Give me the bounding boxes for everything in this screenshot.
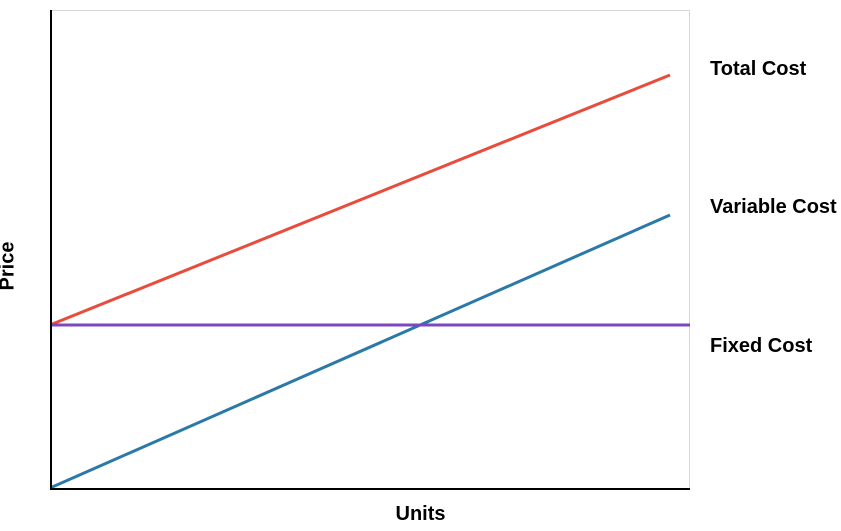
label-variable-cost: Variable Cost [710,196,837,219]
label-total-cost: Total Cost [710,58,806,81]
series-line-variable-cost [50,215,670,488]
label-fixed-cost: Fixed Cost [710,335,812,358]
y-axis-label: Price [0,241,20,290]
series-line-total-cost [50,75,670,325]
plot-area [50,10,690,490]
x-axis-label: Units [396,503,446,526]
cost-chart: Price Total Cost Variable Cost Fixed Cos… [0,0,841,531]
